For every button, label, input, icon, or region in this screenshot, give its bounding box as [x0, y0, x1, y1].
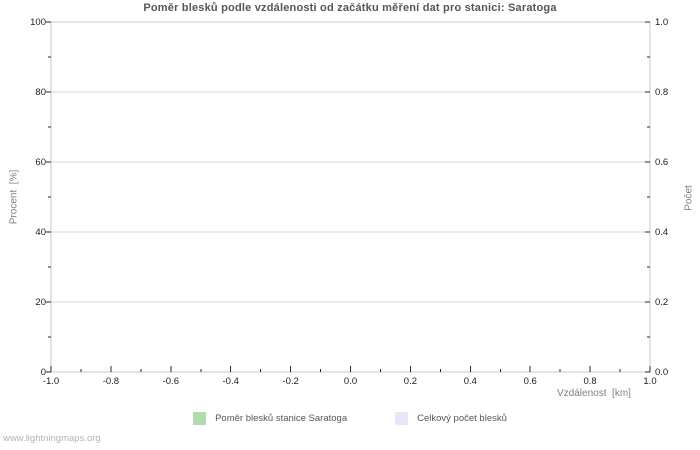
legend-item-station-ratio: Poměr blesků stanice Saratoga: [193, 412, 347, 425]
y-left-tick-label: 20: [35, 297, 46, 308]
legend-label-total-count: Celkový počet blesků: [417, 413, 507, 424]
x-tick-label: 0.8: [583, 376, 597, 387]
y-left-tick-label: 40: [35, 227, 46, 238]
y-right-tick-label: 0.6: [655, 157, 669, 168]
y-right-tick-label: 0.0: [655, 367, 669, 378]
x-tick-label: 0.6: [523, 376, 537, 387]
x-tick-label: -0.8: [102, 376, 120, 387]
legend: Poměr blesků stanice Saratoga Celkový po…: [0, 412, 700, 425]
x-tick-label: -0.4: [222, 376, 239, 387]
legend-item-total-count: Celkový počet blesků: [395, 412, 507, 425]
x-tick-label: 0.4: [463, 376, 477, 387]
y-axis-title-right: Počet: [683, 185, 695, 211]
y-left-tick-label: 0: [40, 367, 46, 378]
x-axis-title: Vzdálenost [km]: [557, 388, 631, 399]
x-tick-label: 0.2: [403, 376, 417, 387]
x-tick-label: -1.0: [42, 376, 60, 387]
legend-swatch-green-icon: [193, 412, 207, 425]
x-tick-label: 0.0: [343, 376, 358, 387]
y-right-tick-label: 0.8: [655, 87, 669, 98]
y-left-tick-label: 80: [35, 87, 46, 98]
y-right-tick-label: 0.2: [655, 297, 669, 308]
x-tick-label: -0.2: [282, 376, 299, 387]
y-left-tick-label: 60: [35, 157, 46, 168]
y-axis-title-left: Procent [%]: [8, 169, 20, 225]
legend-swatch-lavender-icon: [395, 412, 409, 425]
watermark-text: www.lightningmaps.org: [3, 433, 101, 444]
chart-title: Poměr blesků podle vzdálenosti od začátk…: [143, 2, 557, 14]
legend-label-station-ratio: Poměr blesků stanice Saratoga: [215, 413, 348, 424]
x-tick-label: -0.6: [162, 376, 179, 387]
y-right-tick-label: 0.4: [655, 227, 669, 238]
y-left-tick-label: 100: [30, 17, 46, 28]
x-tick-label: 1.0: [643, 376, 657, 387]
y-right-tick-label: 1.0: [655, 17, 669, 28]
